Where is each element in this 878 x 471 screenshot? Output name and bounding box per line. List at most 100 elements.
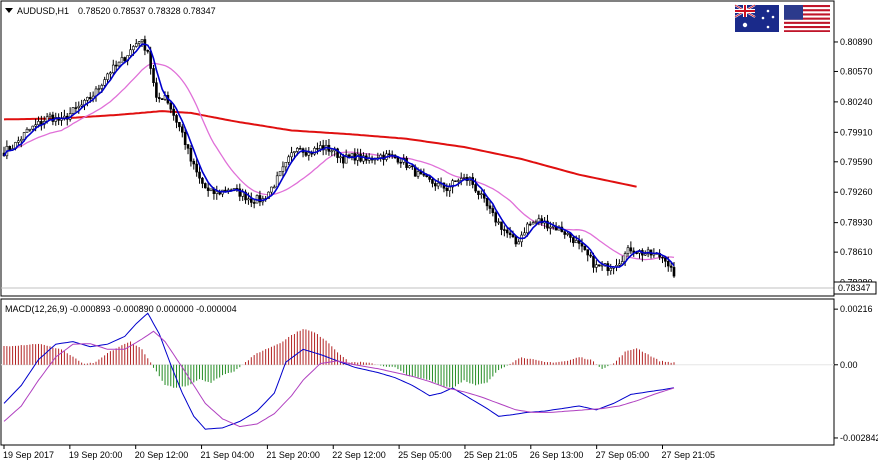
candle-body bbox=[511, 234, 515, 237]
candle-body bbox=[462, 177, 466, 179]
candle bbox=[606, 260, 610, 276]
candle-body bbox=[589, 254, 592, 257]
time-tick-label: 19 Sep 2017 bbox=[3, 450, 54, 460]
candle-body bbox=[31, 125, 35, 130]
candle bbox=[428, 175, 431, 183]
candle bbox=[86, 96, 89, 107]
price-tick-label: 0.80240 bbox=[840, 97, 873, 107]
candle-body bbox=[290, 152, 293, 158]
candle bbox=[494, 211, 498, 227]
candle-body bbox=[405, 158, 408, 168]
candle bbox=[609, 263, 613, 275]
candle-body bbox=[247, 198, 250, 201]
candle bbox=[172, 105, 175, 121]
candle-body bbox=[100, 85, 104, 89]
ohlc-values: 0.78520 0.78537 0.78328 0.78347 bbox=[78, 6, 216, 16]
macd-tick-label: 0.00 bbox=[840, 360, 858, 370]
candle-body bbox=[134, 43, 138, 47]
candle-body bbox=[626, 247, 630, 254]
collapse-triangle-icon[interactable] bbox=[5, 8, 13, 13]
candle bbox=[528, 221, 532, 227]
candle-body bbox=[508, 232, 512, 235]
candle-body bbox=[192, 160, 196, 165]
candle bbox=[111, 59, 115, 75]
candle-body bbox=[534, 221, 538, 224]
candle-body bbox=[500, 221, 503, 230]
candle bbox=[500, 221, 503, 236]
candle bbox=[146, 49, 150, 54]
candle bbox=[563, 230, 567, 239]
slow-ma-line bbox=[3, 110, 637, 188]
candle bbox=[454, 180, 457, 183]
candle-body bbox=[606, 263, 610, 272]
candle-body bbox=[592, 255, 595, 268]
candle bbox=[287, 154, 290, 165]
candle bbox=[313, 146, 316, 156]
candle-body bbox=[350, 153, 354, 157]
candle-body bbox=[28, 128, 32, 131]
candle bbox=[664, 257, 667, 268]
candle-body bbox=[48, 114, 52, 118]
candle-body bbox=[672, 267, 676, 277]
candle-body bbox=[209, 188, 213, 191]
time-tick-label: 25 Sep 21:05 bbox=[464, 450, 518, 460]
current-price-box bbox=[833, 281, 877, 295]
candle bbox=[485, 197, 489, 211]
candle-body bbox=[566, 232, 569, 235]
candle-body bbox=[434, 183, 437, 187]
candle bbox=[48, 112, 52, 120]
candle-body bbox=[480, 193, 483, 196]
candle bbox=[497, 218, 500, 225]
candle-body bbox=[316, 147, 319, 150]
candle-body bbox=[620, 261, 624, 265]
candle-body bbox=[186, 144, 190, 149]
candle bbox=[396, 156, 400, 165]
candle-body bbox=[140, 39, 144, 43]
candle-body bbox=[203, 183, 207, 189]
candle-body bbox=[451, 180, 454, 188]
candle-body bbox=[666, 261, 670, 267]
candle bbox=[436, 178, 440, 190]
macd-histogram-layer bbox=[3, 329, 675, 389]
candle bbox=[215, 185, 219, 200]
price-tick-label: 0.80890 bbox=[840, 37, 873, 47]
candle-body bbox=[399, 161, 403, 164]
candle-body bbox=[422, 173, 426, 176]
candle bbox=[209, 188, 213, 192]
candle-body bbox=[129, 49, 132, 56]
candle bbox=[586, 249, 590, 262]
candle bbox=[531, 220, 535, 225]
candle-body bbox=[71, 107, 75, 114]
candle-body bbox=[457, 180, 460, 182]
candle-body bbox=[74, 107, 78, 109]
candle bbox=[600, 261, 604, 271]
candle-body bbox=[175, 115, 178, 123]
candle-body bbox=[37, 121, 40, 126]
candle bbox=[580, 238, 584, 253]
candle-body bbox=[224, 189, 227, 192]
australia-flag bbox=[734, 4, 779, 32]
candle-body bbox=[287, 156, 290, 163]
candle-body bbox=[109, 72, 112, 75]
candle bbox=[244, 189, 247, 204]
candle bbox=[106, 72, 109, 84]
candle-body bbox=[34, 124, 37, 127]
price-tick-label: 0.79590 bbox=[840, 157, 873, 167]
candle bbox=[134, 39, 138, 48]
candle-body bbox=[88, 97, 92, 100]
candle-body bbox=[249, 198, 253, 203]
candle bbox=[195, 158, 198, 177]
candle bbox=[434, 179, 437, 191]
candle-body bbox=[25, 128, 29, 133]
candle-body bbox=[22, 132, 26, 140]
candle-body bbox=[278, 171, 282, 177]
price-tick-label: 0.78610 bbox=[840, 247, 873, 257]
candle-body bbox=[241, 191, 244, 197]
usa-flag bbox=[784, 5, 830, 32]
candle bbox=[503, 225, 506, 237]
symbol-label: AUDUSD,H1 bbox=[17, 6, 69, 16]
candle bbox=[255, 194, 259, 204]
candle-body bbox=[344, 154, 348, 164]
candle bbox=[362, 152, 365, 165]
